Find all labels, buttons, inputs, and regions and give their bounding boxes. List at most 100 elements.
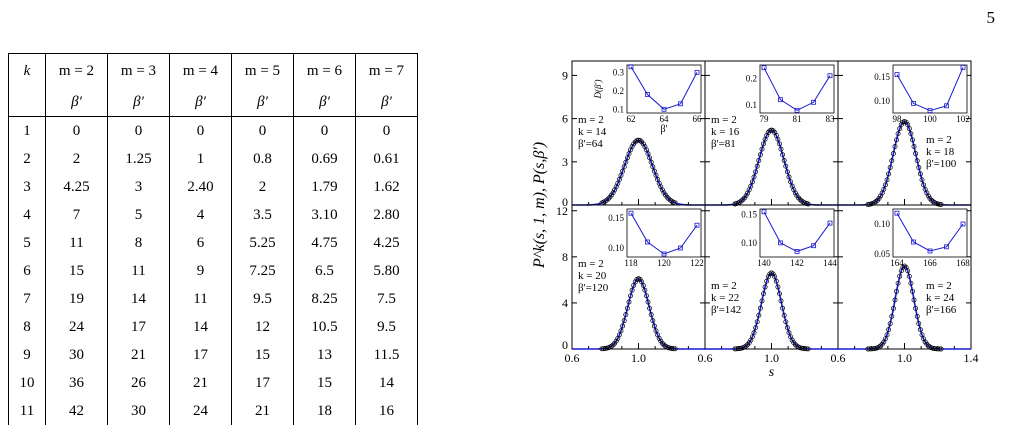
x-tick-label: 1.4 <box>964 351 979 365</box>
table-cell: 11 <box>108 257 170 285</box>
panel-m-label: m = 2 <box>711 114 737 126</box>
panel-beta-label: β'=81 <box>711 138 736 150</box>
inset-x-tick-label: 164 <box>890 258 904 268</box>
table-cell: 11 <box>46 229 108 257</box>
table-cell: 0 <box>46 117 108 146</box>
y-tick-label: 4 <box>562 296 568 310</box>
table-column-header: m = 3 <box>108 54 170 89</box>
table-cell: 0 <box>294 117 356 146</box>
table-subheader-empty <box>9 88 46 117</box>
x-axis-label: s <box>769 365 775 380</box>
table-column-header: m = 2 <box>46 54 108 89</box>
inset-y-tick-label: 0.2 <box>613 86 624 96</box>
table-cell: 36 <box>46 369 108 397</box>
inset-frame <box>760 65 834 113</box>
inset-x-tick-label: 64 <box>660 114 670 124</box>
panel-k-label: k = 24 <box>926 292 955 304</box>
table-column-header: m = 4 <box>170 54 232 89</box>
table-cell: 0.8 <box>232 145 294 173</box>
y-tick-label: 12 <box>556 204 568 218</box>
inset-x-tick-label: 62 <box>627 114 636 124</box>
table-column-header: m = 6 <box>294 54 356 89</box>
inset-y-tick-label: 0.3 <box>613 67 625 77</box>
inset-y-tick-label: 0.05 <box>874 249 890 259</box>
table-cell: 8 <box>108 229 170 257</box>
inset-frame <box>627 65 701 113</box>
table-cell: 4.75 <box>294 229 356 257</box>
table-cell: 6 <box>170 229 232 257</box>
inset-y-tick-label: 0.10 <box>741 238 757 248</box>
table-subheader: β′ <box>232 88 294 117</box>
table-cell: 2 <box>232 173 294 201</box>
table-row-k: 7 <box>9 285 46 313</box>
x-tick-label: 0.6 <box>698 351 713 365</box>
inset-x-tick-label: 79 <box>760 114 770 124</box>
y-tick-label: 0 <box>562 338 568 352</box>
table-cell: 10.5 <box>294 313 356 341</box>
panel-m-label: m = 2 <box>926 134 952 146</box>
table-cell: 14 <box>108 285 170 313</box>
table-cell: 0.69 <box>294 145 356 173</box>
inset-y-tick-label: 0.1 <box>613 104 624 114</box>
table-corner-header: k <box>9 54 46 89</box>
table-cell: 9.5 <box>232 285 294 313</box>
x-tick-label: 0.6 <box>831 351 846 365</box>
table-cell: 30 <box>108 397 170 425</box>
panel-k-label: k = 14 <box>578 126 607 138</box>
table-cell: 11.5 <box>356 341 418 369</box>
inset-frame <box>627 209 701 257</box>
table-cell: 14 <box>170 313 232 341</box>
y-axis-label: P^k(s, 1, m), P(s,β') <box>531 142 548 269</box>
table-cell: 1.25 <box>108 145 170 173</box>
inset-y-tick-label: 0.2 <box>746 73 757 83</box>
table-cell: 2 <box>46 145 108 173</box>
table-cell: 8.25 <box>294 285 356 313</box>
inset-frame <box>893 65 967 113</box>
inset-y-tick-label: 0.15 <box>874 72 890 82</box>
table-row-k: 4 <box>9 201 46 229</box>
table-row-k: 8 <box>9 313 46 341</box>
inset-x-label: β' <box>661 124 668 135</box>
table-cell: 30 <box>46 341 108 369</box>
inset-x-tick-label: 118 <box>624 258 638 268</box>
table-cell: 13 <box>294 341 356 369</box>
table-row-k: 3 <box>9 173 46 201</box>
table-cell: 2.80 <box>356 201 418 229</box>
table-cell: 17 <box>232 369 294 397</box>
table-subheader: β′ <box>356 88 418 117</box>
table-subheader: β′ <box>108 88 170 117</box>
table-column-header: m = 5 <box>232 54 294 89</box>
table-subheader: β′ <box>46 88 108 117</box>
inset-x-tick-label: 166 <box>923 258 937 268</box>
panel-beta-label: β'=166 <box>926 304 957 316</box>
table-cell: 0.61 <box>356 145 418 173</box>
inset-y-tick-label: 0.10 <box>874 219 890 229</box>
table-cell: 3.10 <box>294 201 356 229</box>
table-row-k: 1 <box>9 117 46 146</box>
inset-y-tick-label: 0.10 <box>608 243 624 253</box>
table-cell: 24 <box>170 397 232 425</box>
inset-x-tick-label: 142 <box>790 258 804 268</box>
table-cell: 0 <box>356 117 418 146</box>
table-cell: 5.80 <box>356 257 418 285</box>
table-cell: 16 <box>356 397 418 425</box>
table-row-k: 6 <box>9 257 46 285</box>
table-cell: 15 <box>46 257 108 285</box>
y-tick-label: 6 <box>562 112 568 126</box>
table-cell: 7.25 <box>232 257 294 285</box>
x-tick-label: 0.6 <box>565 351 580 365</box>
inset-x-tick-label: 83 <box>826 114 836 124</box>
inset-x-tick-label: 81 <box>793 114 802 124</box>
panel-k-label: k = 18 <box>926 146 955 158</box>
panel-m-label: m = 2 <box>926 280 952 292</box>
panel-beta-label: β'=100 <box>926 158 957 170</box>
table-cell: 1.62 <box>356 173 418 201</box>
table-cell: 7.5 <box>356 285 418 313</box>
